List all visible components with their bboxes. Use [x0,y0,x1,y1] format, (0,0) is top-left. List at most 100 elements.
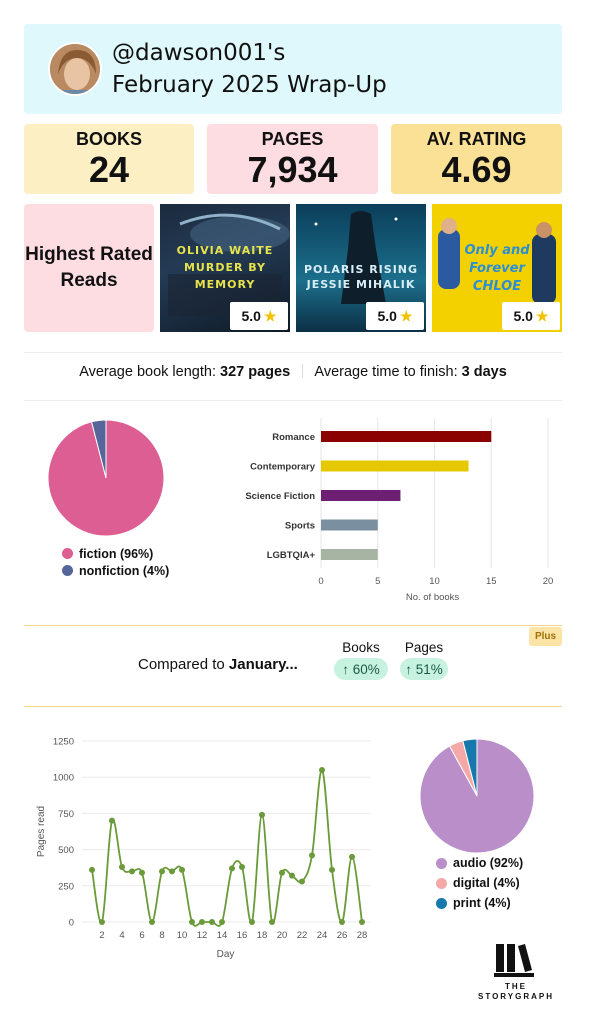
category-label: Sports [285,521,315,532]
data-point [249,919,255,925]
x-tick-label: 24 [317,930,328,941]
x-tick-label: 28 [357,930,368,941]
x-tick-label: 12 [197,930,208,941]
y-tick-label: 250 [58,881,74,892]
x-tick-label: 22 [297,930,308,941]
x-tick-label: 20 [277,930,288,941]
category-label: Contemporary [250,462,316,473]
highest-rated-heading: Highest Rated Reads [25,244,153,291]
data-point [289,872,295,879]
data-point [179,866,185,873]
y-tick-label: 750 [58,809,74,820]
compare-pages-change: ↑ 51% [400,658,448,680]
compare-pages-label: Pages [404,640,444,655]
data-point [209,919,215,925]
avatar-image [50,44,100,94]
compare-books-change: ↑ 60% [334,658,388,680]
y-tick-label: 500 [58,845,74,856]
data-point [149,919,155,925]
separator [302,364,304,378]
storygraph-logo [494,944,534,977]
data-point [229,865,235,872]
legend-nonfiction-label: nonfiction (4%) [79,563,170,578]
audio-swatch [436,857,447,869]
x-axis-label: Day [217,949,235,960]
username: @dawson001's [112,40,286,66]
header-banner [24,24,562,114]
avg-time-label: Average time to finish: [314,364,458,380]
x-tick-label: 26 [337,930,348,941]
data-point [279,869,285,876]
book-cover-3[interactable]: Only and Forever CHLOE 5.0 ★ [432,204,562,332]
avg-length-label: Average book length: [79,364,216,380]
fiction-nonfiction-pie-chart [47,419,165,537]
legend-digital-label: digital (4%) [453,876,520,890]
legend-nonfiction: nonfiction (4%) [62,562,169,579]
data-point [329,866,335,873]
cover-3-title: Only and Forever CHLOE [464,243,530,294]
star-icon: ★ [399,307,413,324]
format-pie-legend: audio (92%) digital (4%) print (4%) [436,853,523,913]
data-point [219,919,225,925]
category-label: LGBTQIA+ [267,550,316,561]
data-point [359,919,365,925]
data-point [319,766,325,773]
book-cover-1[interactable]: OLIVIA WAITE MURDER BY MEMORY 5.0 ★ [160,204,290,332]
plus-badge: Plus [529,627,562,646]
compare-month: January... [228,656,298,673]
star-icon: ★ [263,307,277,324]
cover-3-art [438,218,556,304]
print-swatch [436,897,447,909]
cover-2-rating: 5.0 [377,308,397,324]
x-tick-label: 10 [177,930,188,941]
y-tick-label: 1250 [53,737,74,748]
rating-stat-card: AV. RATING 4.69 [391,124,562,194]
series-line [91,769,363,927]
data-point [139,869,145,876]
divider [24,400,562,401]
divider [24,625,562,626]
data-point [239,863,245,870]
x-tick-label: 20 [543,576,554,587]
data-point [269,919,275,925]
y-axis-label: Pages read [36,806,47,857]
legend-fiction: fiction (96%) [62,545,169,562]
nonfiction-swatch [62,565,73,576]
cover-1-rating-badge: 5.0 ★ [230,302,288,330]
x-tick-label: 5 [375,576,380,587]
data-point [309,852,315,859]
data-point [339,919,345,925]
compare-books-label: Books [342,640,380,655]
category-label: Romance [272,432,315,443]
x-tick-label: 18 [257,930,268,941]
x-tick-label: 4 [119,930,124,941]
x-tick-label: 16 [237,930,248,941]
digital-swatch [436,877,447,889]
y-tick-label: 0 [69,918,74,929]
genre-bar-chart: 0 5 10 15 20 Romance Contemporary Science Ficti… [245,418,554,603]
pie-slice-2 [462,738,478,797]
legend-audio-label: audio (92%) [453,856,524,870]
data-point [199,919,205,925]
book-cover-2[interactable]: POLARIS RISING JESSIE MIHALIK 5.0 ★ [296,204,426,332]
cover-2-art [314,211,398,304]
books-stat-value: 24 [88,149,130,190]
legend-print: print (4%) [436,893,523,913]
data-point [169,868,175,875]
category-label: Science Fiction [245,491,315,502]
x-axis-label: No. of books [406,592,460,603]
books-stat-label: BOOKS [75,129,142,149]
page-title: February 2025 Wrap-Up [112,72,387,98]
format-pie-chart [419,738,535,854]
x-tick-label: 6 [139,930,144,941]
fiction-swatch [62,548,73,559]
x-tick-label: 14 [217,930,228,941]
avg-length-value: 327 pages [220,364,291,380]
divider [24,706,562,707]
x-tick-label: 8 [159,930,164,941]
cover-3-rating-badge: 5.0 ★ [502,302,560,330]
rating-stat-label: AV. RATING [426,129,527,149]
bar [321,549,378,560]
data-point [89,866,95,873]
